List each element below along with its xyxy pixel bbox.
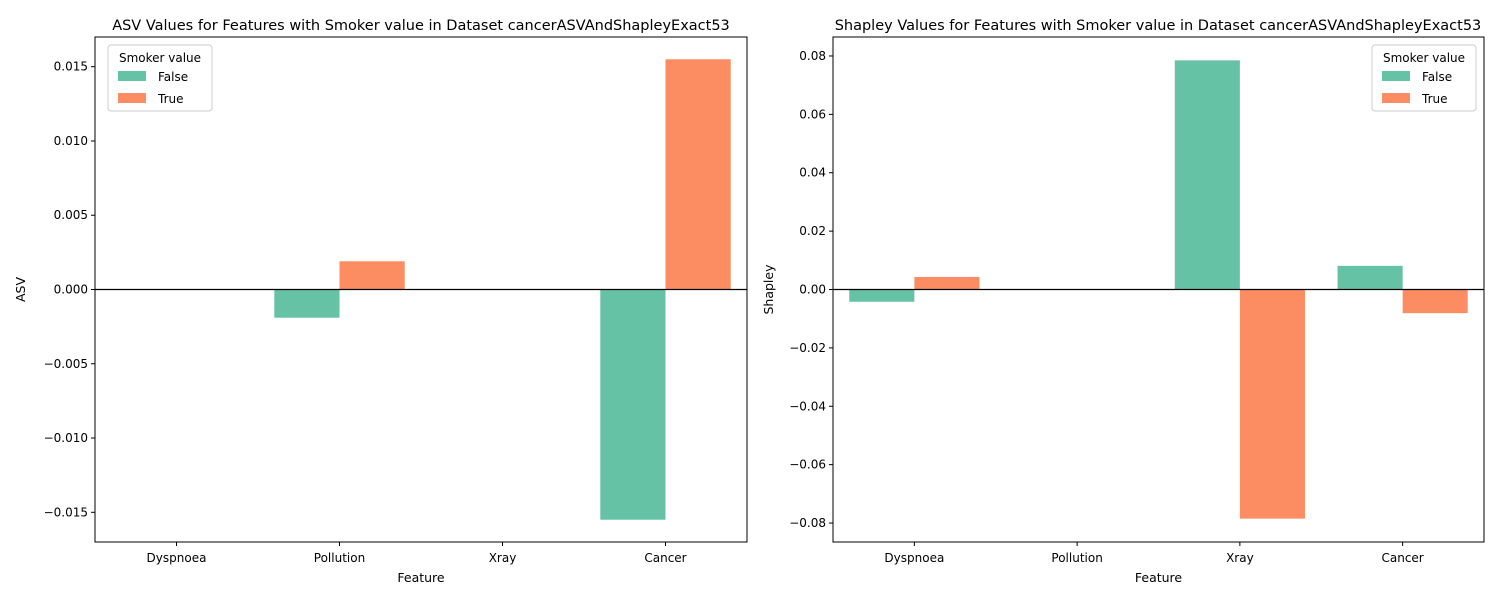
y-tick-label: −0.005 — [44, 357, 88, 371]
x-tick-label: Xray — [489, 551, 517, 565]
legend-label-true: True — [1421, 92, 1448, 106]
y-tick-label: −0.04 — [789, 399, 826, 413]
y-tick-label: 0.000 — [54, 283, 88, 297]
x-tick-label: Dyspnoea — [147, 551, 207, 565]
y-tick-label: 0.06 — [799, 107, 826, 121]
y-tick-label: 0.00 — [799, 283, 826, 297]
x-axis-label: Feature — [397, 570, 445, 585]
y-axis-label: ASV — [13, 277, 28, 302]
bar-true-xray — [1239, 289, 1305, 519]
chart-title-asv: ASV Values for Features with Smoker valu… — [112, 18, 730, 34]
legend-swatch-false — [118, 71, 146, 81]
bar-false-pollution — [274, 289, 340, 318]
x-tick-label: Pollution — [1051, 551, 1102, 565]
bar-true-dyspnoea — [914, 276, 980, 290]
bar-false-dyspnoea — [849, 289, 915, 302]
y-tick-label: −0.015 — [44, 505, 88, 519]
legend-swatch-true — [1382, 93, 1410, 103]
y-tick-label: −0.06 — [789, 458, 826, 472]
legend-swatch-false — [1382, 71, 1410, 81]
legend-title: Smoker value — [1383, 51, 1465, 65]
y-tick-label: 0.015 — [54, 60, 88, 74]
x-tick-label: Cancer — [644, 551, 686, 565]
y-axis-label: Shapley — [761, 264, 776, 315]
bar-true-pollution — [339, 261, 405, 290]
y-tick-label: −0.02 — [789, 341, 826, 355]
y-tick-label: −0.08 — [789, 516, 826, 530]
y-tick-label: 0.08 — [799, 49, 826, 63]
bar-false-cancer — [1337, 265, 1403, 290]
x-tick-label: Pollution — [314, 551, 365, 565]
chart-title-shapley: Shapley Values for Features with Smoker … — [835, 18, 1482, 34]
legend-swatch-true — [118, 93, 146, 103]
legend-label-false: False — [158, 70, 188, 84]
y-tick-label: 0.04 — [799, 166, 826, 180]
legend-label-true: True — [157, 92, 184, 106]
y-tick-label: 0.02 — [799, 224, 826, 238]
bar-false-cancer — [600, 289, 666, 520]
legend-title: Smoker value — [119, 51, 201, 65]
y-tick-label: 0.005 — [54, 208, 88, 222]
y-tick-label: 0.010 — [54, 134, 88, 148]
x-axis-label: Feature — [1135, 570, 1183, 585]
x-tick-label: Cancer — [1381, 551, 1423, 565]
x-tick-label: Dyspnoea — [884, 551, 944, 565]
bar-false-xray — [1174, 60, 1240, 290]
x-tick-label: Xray — [1226, 551, 1254, 565]
bar-true-cancer — [665, 59, 731, 290]
bar-true-cancer — [1402, 289, 1468, 314]
y-tick-label: −0.010 — [44, 431, 88, 445]
legend-label-false: False — [1422, 70, 1452, 84]
